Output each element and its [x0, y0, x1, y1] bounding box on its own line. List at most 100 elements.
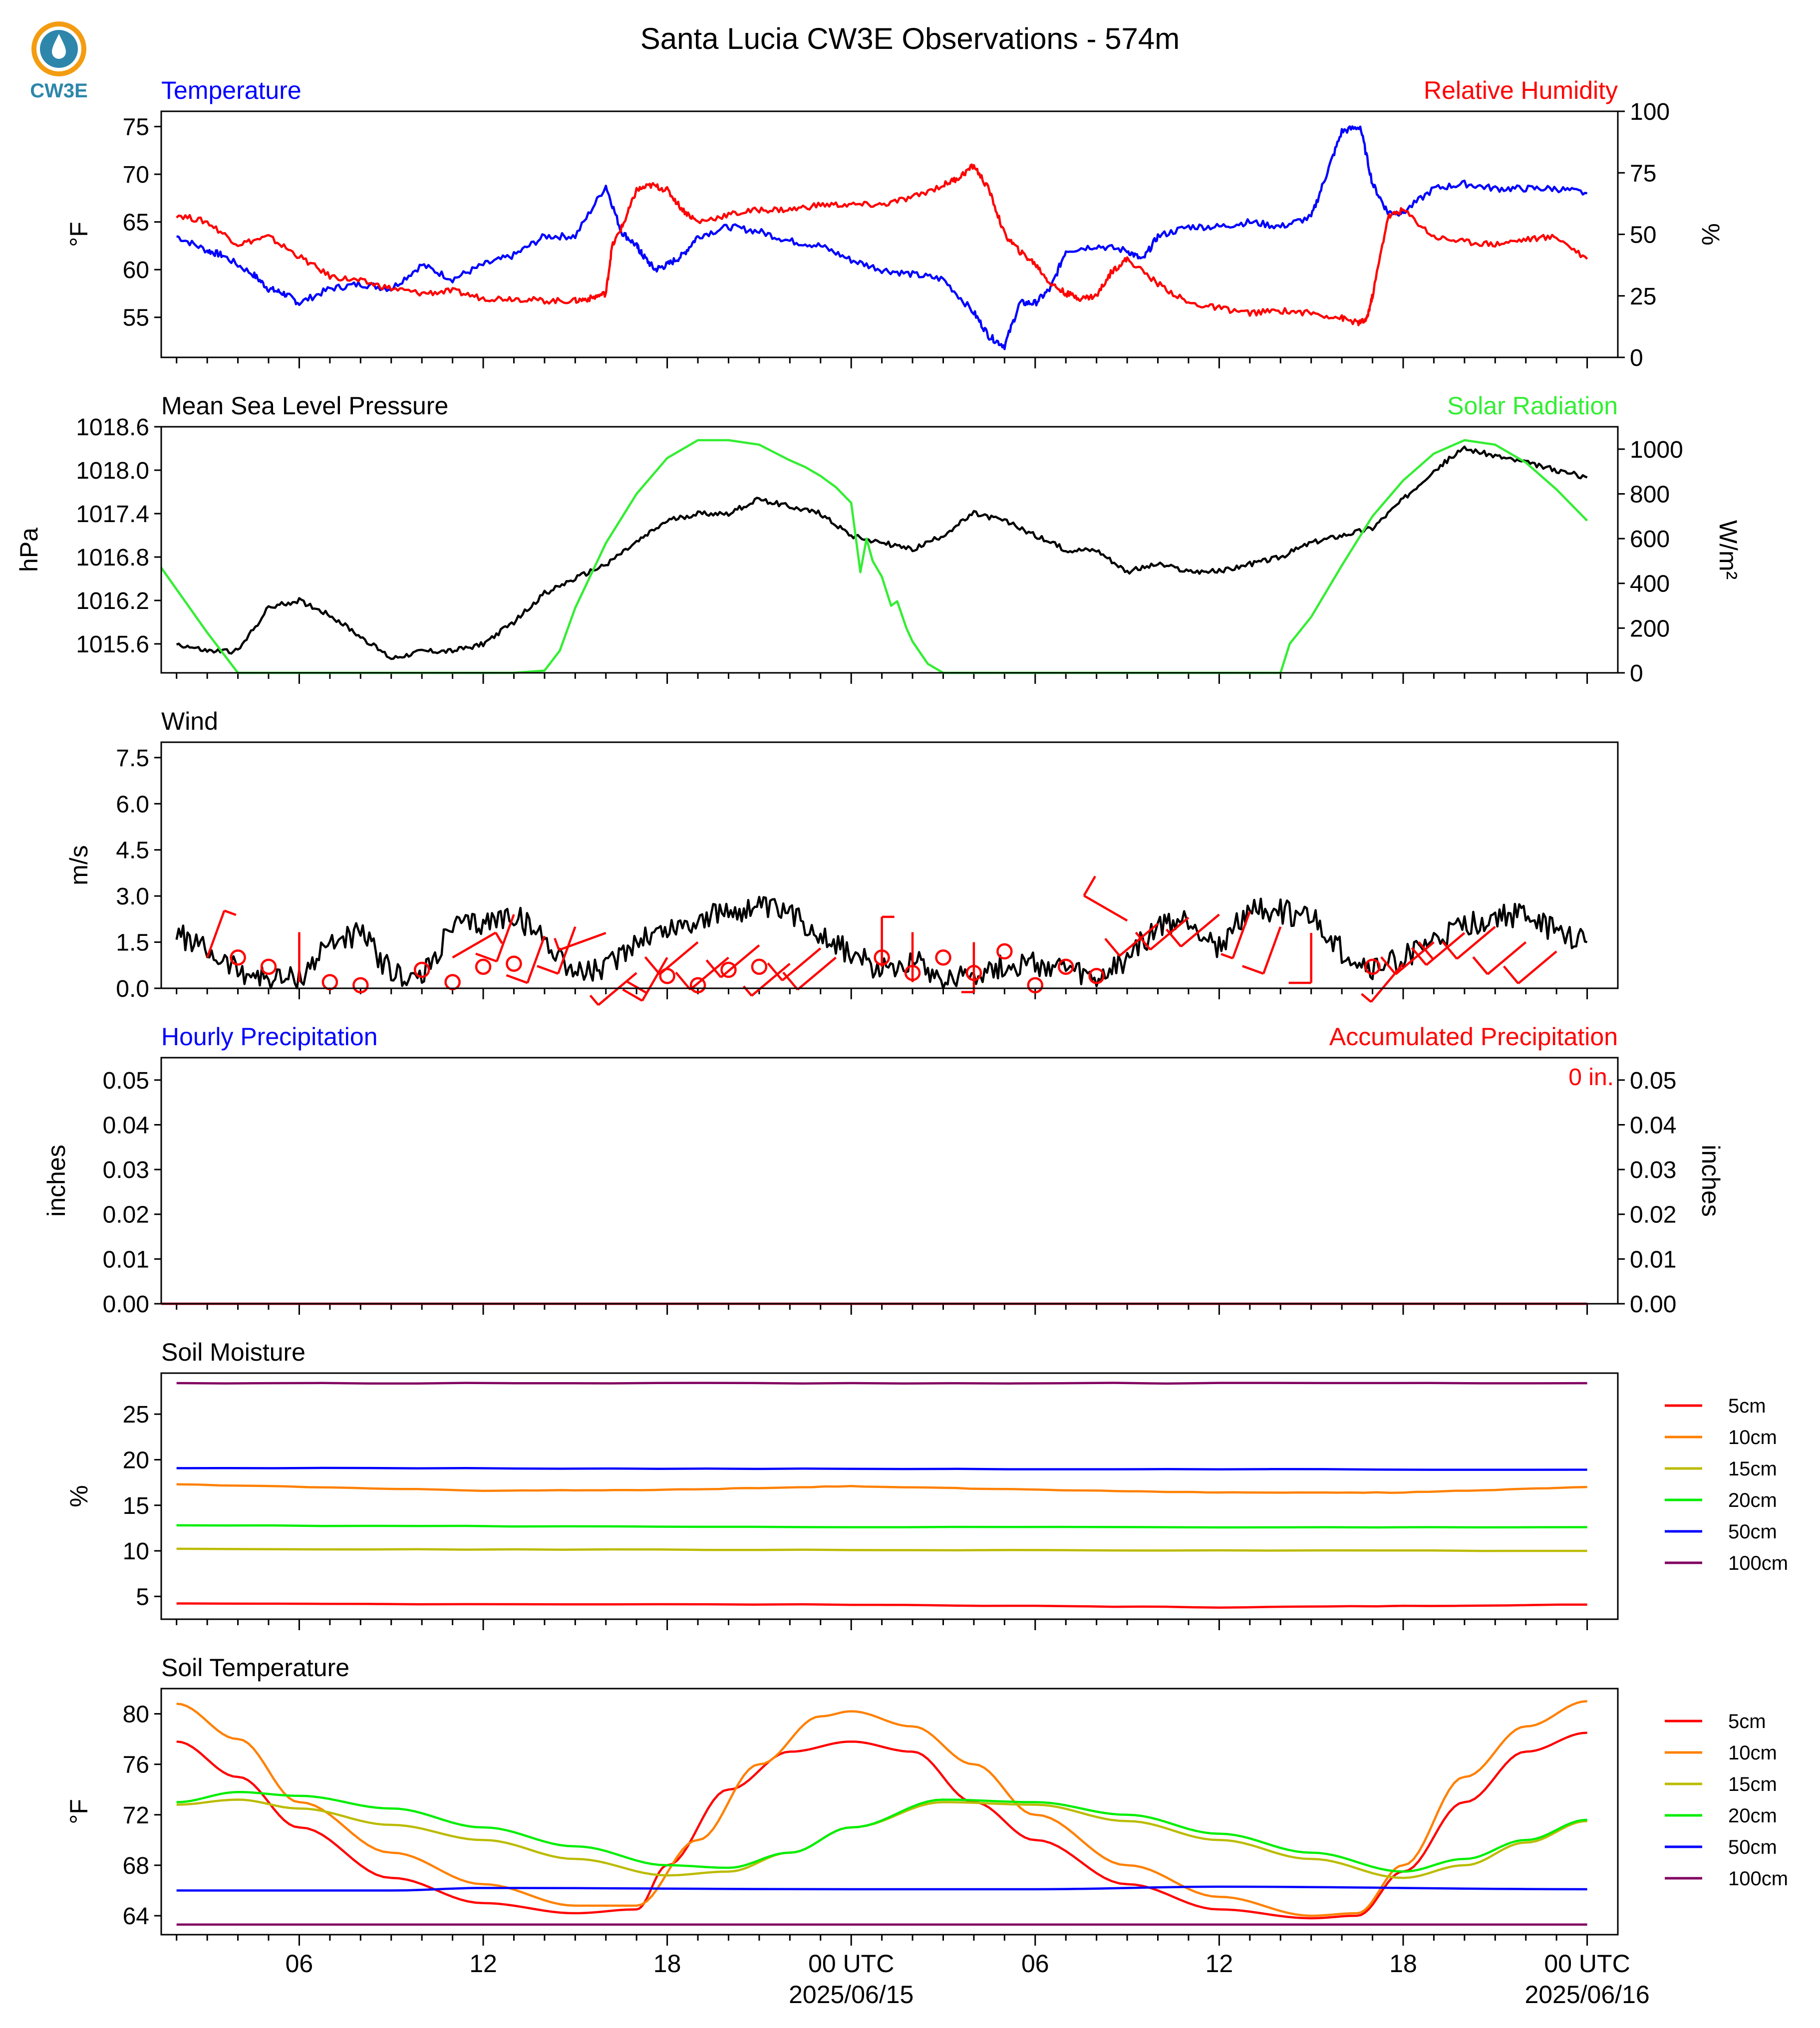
y-tick-label: 4.5 [116, 838, 149, 864]
y-right-tick-label: 0.05 [1630, 1068, 1676, 1094]
calm-wind-circle [1088, 968, 1105, 984]
legend-label: 100cm [1728, 1868, 1788, 1890]
calm-wind-circle [1364, 958, 1381, 975]
wind-barb-flag [495, 932, 503, 944]
series-line-5cm [176, 1602, 1587, 1609]
y-tick-label: 68 [123, 1853, 149, 1879]
wind-barb [475, 914, 515, 963]
wind-barb-staff [1231, 911, 1251, 959]
wind-barb-staff [1456, 926, 1496, 960]
x-tick-label: 12 [1206, 1950, 1233, 1978]
calm-wind-circle [413, 961, 430, 978]
calm-wind-circle [260, 958, 277, 975]
wind-barb [452, 931, 503, 959]
y-tick-label: 75 [123, 114, 149, 141]
wind-barb-flag [1361, 993, 1372, 1003]
y-tick-label: 1016.2 [76, 588, 149, 614]
y-right-tick-label: 0.03 [1630, 1157, 1676, 1183]
x-tick-label: 12 [469, 1950, 497, 1978]
wind-barb-flag [767, 962, 783, 981]
calm-wind-circle [230, 949, 246, 966]
calm-wind-circle [321, 974, 338, 990]
wind-barb-staff [781, 947, 822, 981]
wind-barb-flag [644, 956, 661, 975]
wind-barb-staff [526, 935, 546, 983]
y-tick-label: 25 [123, 1402, 149, 1428]
y-tick-label: 0.00 [103, 1291, 149, 1318]
y-tick-label: 1.5 [116, 930, 149, 956]
figure-title: Santa Lucia CW3E Observations - 574m [640, 22, 1180, 55]
calm-wind-circle [352, 977, 369, 994]
calm-wind-circle [751, 958, 768, 975]
wind-barb-flag [1104, 937, 1121, 957]
wind-barb [1361, 963, 1404, 1003]
logo-text: CW3E [30, 80, 88, 102]
panel-3: Hourly Precipitation Accumulated Precipit… [42, 1023, 1725, 1318]
y-right-tick-label: 75 [1630, 160, 1656, 187]
y-axis-label: °F [65, 222, 93, 247]
wind-barb [1380, 941, 1435, 975]
x-tick-label: 18 [1389, 1950, 1417, 1978]
wind-barb-flag [1503, 965, 1519, 984]
y-right-tick-label: 0 [1630, 660, 1643, 687]
y-tick-label: 20 [123, 1447, 149, 1473]
calm-wind-circle [475, 958, 492, 975]
wind-barb-staff [797, 956, 837, 991]
wind-barb-flag [589, 994, 600, 1006]
panel-title-right: Accumulated Precipitation [1329, 1023, 1618, 1051]
wind-barb [881, 915, 895, 967]
panel-frame [160, 1688, 1619, 1936]
y-tick-label: 5 [136, 1584, 149, 1610]
wind-barb-flag [1442, 941, 1458, 960]
panel-title-right: Relative Humidity [1424, 76, 1618, 104]
calm-wind-circle [904, 964, 921, 981]
wind-barb-staff [1517, 950, 1557, 985]
wind-barb-flag [626, 980, 647, 994]
wind-barb [1288, 933, 1312, 984]
wind-barb-staff [1370, 963, 1404, 1003]
y-tick-label: 6.0 [116, 791, 149, 818]
wind-barb-staff [496, 914, 515, 962]
x-tick-label: 06 [286, 1950, 313, 1978]
wind-barb [1442, 926, 1496, 960]
calm-wind-circle [965, 964, 982, 981]
panel-frame [160, 741, 1619, 989]
calm-wind-circle [659, 968, 675, 984]
series-line-100cm [176, 1382, 1587, 1385]
y-tick-label: 1018.0 [76, 458, 149, 484]
series-line-wind [175, 895, 1588, 990]
calm-wind-circle [1057, 958, 1074, 975]
wind-barb [782, 956, 837, 991]
panel-title-left: Wind [161, 707, 218, 735]
legend-label: 50cm [1728, 1521, 1777, 1543]
legend-label: 10cm [1728, 1742, 1777, 1764]
y-right-tick-label: 50 [1630, 222, 1656, 249]
y-tick-label: 1018.6 [76, 414, 149, 441]
y-right-tick-label: 25 [1630, 284, 1656, 310]
panel-2: Wind 0.0 1.5 3.0 4.5 6.0 7.5 m/s [65, 707, 1619, 1006]
wind-barb-staff [689, 956, 729, 991]
y-tick-label: 76 [123, 1752, 149, 1778]
wind-barb-staff [206, 910, 226, 958]
panels: Temperature Relative Humidity 55 60 65 70 75 °F… [15, 76, 1788, 2009]
wind-barb [1241, 926, 1282, 975]
accumulated-total-label: 0 in. [1568, 1064, 1614, 1091]
wind-barb-staff [751, 962, 791, 997]
y-tick-label: 80 [123, 1702, 149, 1728]
series-line-10cm [176, 1483, 1587, 1494]
legend-label: 15cm [1728, 1773, 1777, 1795]
wind-barb-flag [506, 974, 528, 984]
wind-barb-staff [1262, 926, 1282, 974]
calm-wind-circle [996, 943, 1013, 960]
wind-barb-flag [1135, 931, 1152, 950]
series-line-20cm [176, 1791, 1587, 1873]
wind-barb-flag [1380, 956, 1397, 975]
wind-barb-flag [224, 909, 237, 916]
y-right-tick-label: 0.01 [1630, 1246, 1676, 1273]
wind-barb-staff [1180, 913, 1220, 948]
legend-label: 100cm [1728, 1552, 1788, 1574]
y-right-tick-label: 100 [1630, 99, 1670, 125]
calm-wind-circle [1027, 977, 1044, 994]
